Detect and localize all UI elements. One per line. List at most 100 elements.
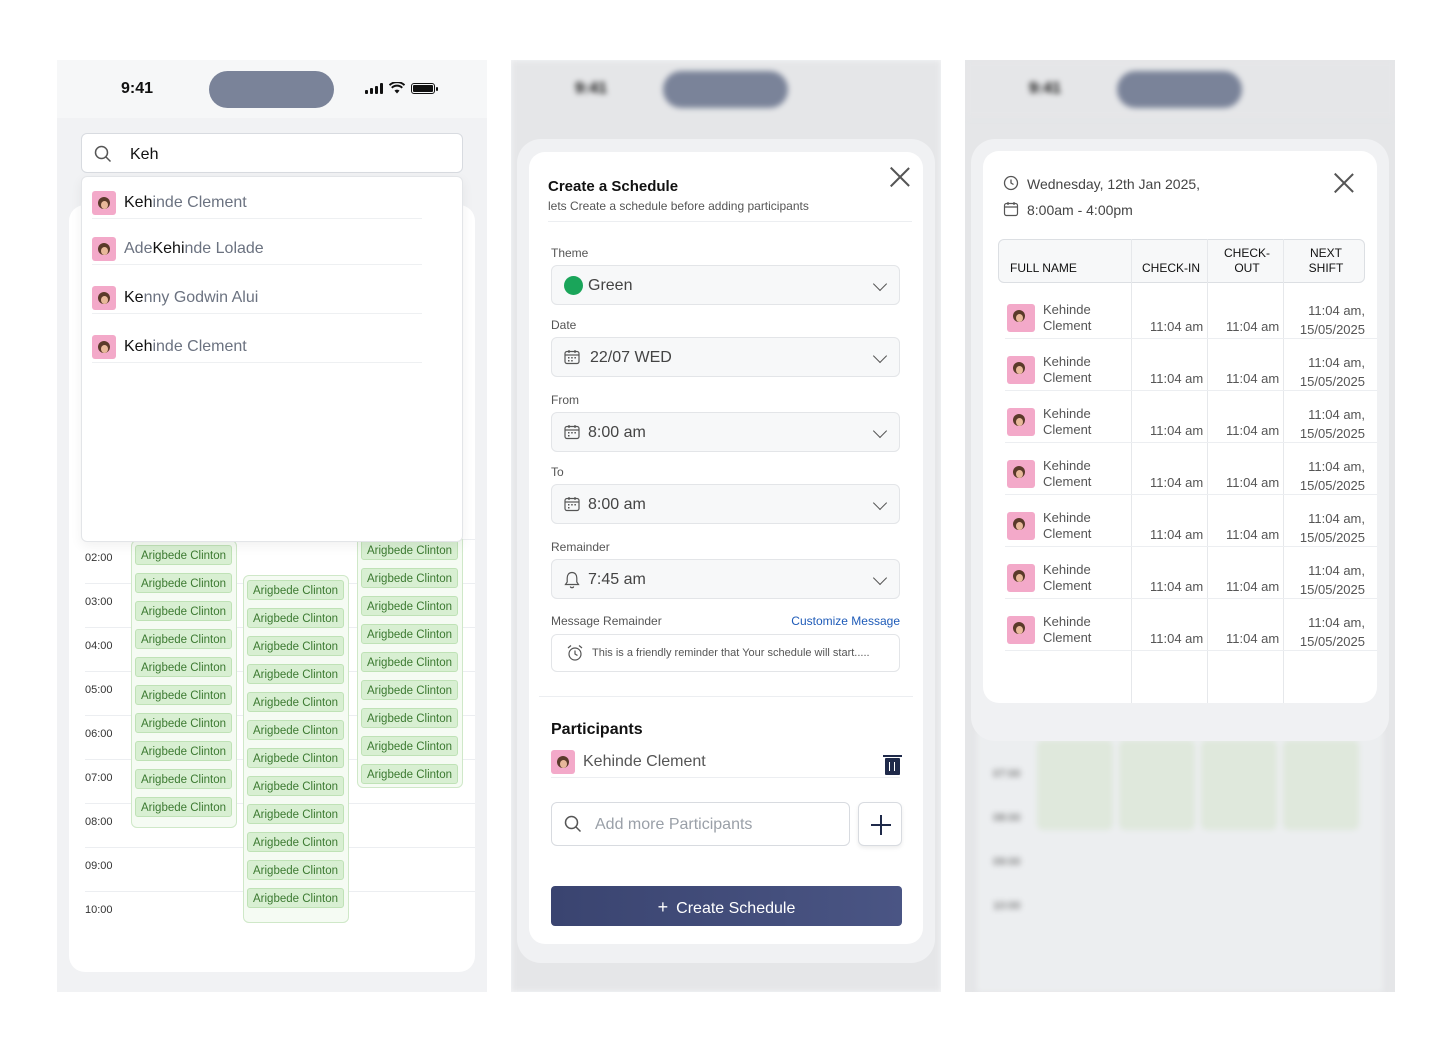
search-results-dropdown: Kehinde Clement AdeKehinde Lolade Kenny …	[81, 176, 463, 542]
customize-message-link[interactable]: Customize Message	[791, 614, 900, 628]
table-row[interactable]: Kehinde Clement 11:04 am 11:04 am 11:04 am, 1…	[1005, 443, 1377, 495]
create-schedule-button[interactable]: + Create Schedule	[551, 886, 902, 926]
hour-label: 09:00	[85, 860, 113, 872]
search-result-item[interactable]: Kehinde Clement	[92, 333, 422, 363]
table-row[interactable]: Kehinde Clement 11:04 am 11:04 am 11:04 am, 1…	[1005, 287, 1377, 339]
event-chip[interactable]: Arigbede Clinton	[247, 804, 345, 824]
attendance-modal: Wednesday, 12th Jan 2025, 8:00am - 4:00p…	[983, 151, 1377, 703]
cell-check-in: 11:04 am	[1150, 527, 1204, 542]
event-chip[interactable]: Arigbede Clinton	[247, 832, 345, 852]
event-chip[interactable]: Arigbede Clinton	[135, 629, 233, 649]
chevron-down-icon	[872, 570, 888, 586]
search-result-item[interactable]: AdeKehinde Lolade	[92, 235, 422, 265]
add-participants-input[interactable]: Add more Participants	[551, 802, 850, 846]
cell-check-in: 11:04 am	[1150, 631, 1204, 646]
calendar-icon	[564, 425, 580, 440]
message-reminder-field[interactable]: This is a friendly reminder that Your sc…	[551, 634, 900, 672]
bell-icon	[564, 571, 580, 589]
cell-full-name: Kehinde Clement	[1043, 302, 1092, 333]
cell-next-shift: 11:04 am, 15/05/2025	[1299, 615, 1365, 649]
cell-check-in: 11:04 am	[1150, 319, 1204, 334]
search-icon	[564, 815, 582, 833]
chevron-down-icon	[872, 348, 888, 364]
event-chip[interactable]: Arigbede Clinton	[135, 685, 233, 705]
event-chip[interactable]: Arigbede Clinton	[247, 720, 345, 740]
hour-label: 06:00	[85, 728, 113, 740]
theme-color-dot	[564, 276, 583, 295]
event-chip[interactable]: Arigbede Clinton	[361, 708, 459, 728]
reminder-label: Remainder	[551, 540, 610, 554]
signal-icon	[365, 82, 383, 94]
from-label: From	[551, 393, 579, 407]
event-chip[interactable]: Arigbede Clinton	[361, 736, 459, 756]
attendance-date: Wednesday, 12th Jan 2025,	[1027, 176, 1201, 192]
theme-label: Theme	[551, 246, 589, 260]
event-chip[interactable]: Arigbede Clinton	[247, 636, 345, 656]
event-chip[interactable]: Arigbede Clinton	[135, 713, 233, 733]
from-time-select[interactable]: 8:00 am	[551, 412, 900, 452]
event-chip[interactable]: Arigbede Clinton	[361, 540, 459, 560]
event-chip[interactable]: Arigbede Clinton	[361, 652, 459, 672]
table-row[interactable]: Kehinde Clement 11:04 am 11:04 am 11:04 am, 1…	[1005, 339, 1377, 391]
cell-full-name: Kehinde Clement	[1043, 562, 1092, 593]
avatar	[1007, 460, 1035, 488]
event-chip[interactable]: Arigbede Clinton	[247, 580, 345, 600]
plus-icon: +	[657, 897, 669, 917]
date-select[interactable]: 22/07 WED	[551, 337, 900, 377]
cell-check-in: 11:04 am	[1150, 371, 1204, 386]
event-chip[interactable]: Arigbede Clinton	[247, 748, 345, 768]
event-chip[interactable]: Arigbede Clinton	[361, 680, 459, 700]
avatar	[1007, 356, 1035, 384]
event-chip[interactable]: Arigbede Clinton	[361, 596, 459, 616]
table-row[interactable]: Kehinde Clement 11:04 am 11:04 am 11:04 am, 1…	[1005, 495, 1377, 547]
trash-icon[interactable]	[883, 755, 902, 775]
search-result-item[interactable]: Kenny Godwin Alui	[92, 284, 422, 314]
date-label: Date	[551, 318, 577, 332]
col-check-out: CHECK- OUT	[1223, 246, 1270, 275]
search-result-item[interactable]: Kehinde Clement	[92, 189, 422, 219]
hour-label: 04:00	[85, 640, 113, 652]
event-chip[interactable]: Arigbede Clinton	[135, 741, 233, 761]
table-row[interactable]: Kehinde Clement 11:04 am 11:04 am 11:04 am, 1…	[1005, 547, 1377, 599]
event-chip[interactable]: Arigbede Clinton	[247, 888, 345, 908]
avatar	[1007, 564, 1035, 592]
search-input[interactable]: Keh	[81, 133, 463, 173]
event-chip[interactable]: Arigbede Clinton	[135, 769, 233, 789]
battery-icon	[411, 82, 438, 94]
event-chip[interactable]: Arigbede Clinton	[247, 776, 345, 796]
table-row[interactable]: Kehinde Clement 11:04 am 11:04 am 11:04 am, 1…	[1005, 599, 1377, 651]
table-header: FULL NAME CHECK-IN CHECK- OUT NEXT SHIFT	[998, 239, 1365, 283]
reminder-time-select[interactable]: 7:45 am	[551, 559, 900, 599]
event-chip[interactable]: Arigbede Clinton	[247, 692, 345, 712]
cell-next-shift: 11:04 am, 15/05/2025	[1299, 407, 1365, 441]
col-check-in: CHECK-IN	[1142, 261, 1201, 275]
close-icon[interactable]	[889, 166, 911, 188]
phone-create-schedule-screen: 9:41 Create a Schedule lets Create a sch…	[511, 60, 941, 992]
event-chip[interactable]: Arigbede Clinton	[135, 545, 233, 565]
col-next-shift: NEXT SHIFT	[1308, 246, 1344, 275]
to-label: To	[551, 465, 564, 479]
avatar	[1007, 616, 1035, 644]
add-participant-button[interactable]	[858, 802, 902, 846]
event-chip[interactable]: Arigbede Clinton	[135, 657, 233, 677]
avatar	[92, 286, 116, 310]
event-chip[interactable]: Arigbede Clinton	[135, 573, 233, 593]
hour-label: 08:00	[85, 816, 113, 828]
event-chip[interactable]: Arigbede Clinton	[361, 764, 459, 784]
event-chip[interactable]: Arigbede Clinton	[135, 601, 233, 621]
cell-next-shift: 11:04 am, 15/05/2025	[1299, 303, 1365, 337]
event-chip[interactable]: Arigbede Clinton	[247, 608, 345, 628]
table-row[interactable]: Kehinde Clement 11:04 am 11:04 am 11:04 am, 1…	[1005, 391, 1377, 443]
close-icon[interactable]	[1333, 172, 1355, 194]
avatar	[551, 750, 575, 774]
event-chip[interactable]: Arigbede Clinton	[247, 860, 345, 880]
theme-select[interactable]: Green	[551, 265, 900, 305]
event-chip[interactable]: Arigbede Clinton	[135, 797, 233, 817]
to-time-select[interactable]: 8:00 am	[551, 484, 900, 524]
event-chip[interactable]: Arigbede Clinton	[361, 624, 459, 644]
cell-check-out: 11:04 am	[1226, 423, 1280, 438]
attendance-time-range: 8:00am - 4:00pm	[1027, 202, 1133, 218]
avatar	[92, 335, 116, 359]
event-chip[interactable]: Arigbede Clinton	[361, 568, 459, 588]
event-chip[interactable]: Arigbede Clinton	[247, 664, 345, 684]
